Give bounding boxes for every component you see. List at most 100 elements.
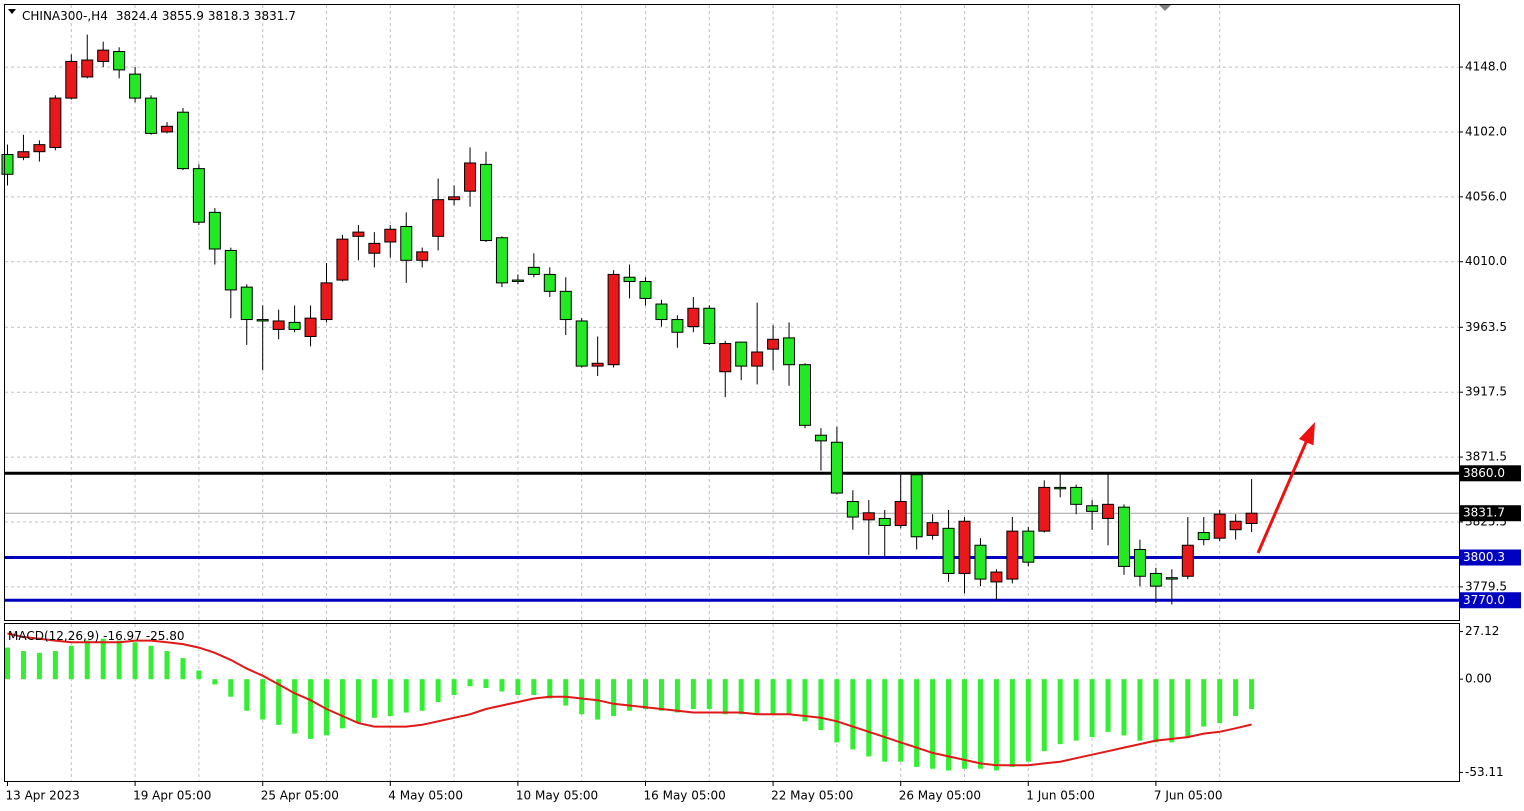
signal-value: -25.80 xyxy=(146,629,185,643)
candle-body xyxy=(1149,572,1162,587)
candle-body xyxy=(1006,530,1019,580)
macd-panel-frame xyxy=(4,623,1460,782)
candle-body xyxy=(719,343,732,373)
macd-bar xyxy=(451,679,457,695)
macd-bar xyxy=(276,679,282,725)
macd-bar xyxy=(1041,679,1047,752)
candle-body xyxy=(113,51,126,71)
macd-bar xyxy=(435,679,441,702)
y-tick-label: 4148.0 xyxy=(1465,60,1507,74)
macd-bar xyxy=(1249,679,1255,709)
macd-header: MACD(12,26,9) -16.97 -25.80 xyxy=(8,629,185,643)
candle-body xyxy=(783,337,796,366)
macd-bar xyxy=(292,679,298,734)
macd-bar xyxy=(866,679,872,757)
macd-bar xyxy=(786,679,792,715)
price-level-label: 3770.0 xyxy=(1463,593,1505,607)
macd-bar xyxy=(977,679,983,769)
menu-triangle xyxy=(8,9,16,14)
symbol-title: CHINA300-,H4 xyxy=(22,9,108,23)
macd-bar xyxy=(164,651,170,680)
macd-bar xyxy=(1025,679,1031,762)
x-tick-label: 22 May 05:00 xyxy=(771,789,853,803)
current-price-label: 3831.7 xyxy=(1463,506,1505,520)
candle-body xyxy=(336,238,349,281)
macd-bar xyxy=(196,670,202,680)
candle-body xyxy=(240,286,253,321)
candle-body xyxy=(894,501,907,526)
candle-body xyxy=(1,154,14,175)
annotation-arrow-head xyxy=(1298,422,1315,446)
candle-body xyxy=(767,338,780,350)
macd-bar xyxy=(579,679,585,715)
candle-body xyxy=(926,522,939,536)
header-open: 3824.4 xyxy=(116,9,158,23)
candle-body xyxy=(464,162,477,192)
macd-bar xyxy=(371,679,377,718)
candle-body xyxy=(527,266,540,275)
candle-body xyxy=(81,59,94,78)
candle-body xyxy=(511,279,524,282)
candle-body xyxy=(129,73,142,99)
candle-body xyxy=(97,49,110,62)
macd-bar xyxy=(1137,679,1143,741)
candle-body xyxy=(846,501,859,518)
macd-bar xyxy=(1057,679,1063,745)
candle-body xyxy=(1197,532,1210,541)
candle-body xyxy=(1102,503,1115,519)
macd-bar xyxy=(1201,679,1207,727)
macd-bar xyxy=(1073,679,1079,741)
price-level-label: 3860.0 xyxy=(1463,466,1505,480)
x-tick-label: 16 May 05:00 xyxy=(644,789,726,803)
macd-bar xyxy=(100,638,106,680)
candle-body xyxy=(33,144,46,153)
macd-bar xyxy=(116,640,122,680)
macd-bar xyxy=(5,647,10,680)
candle-body xyxy=(432,199,445,237)
x-tick-label: 13 Apr 2023 xyxy=(6,789,80,803)
macd-bar xyxy=(738,679,744,715)
candle-body xyxy=(751,351,764,367)
candle-body xyxy=(1086,505,1099,512)
macd-bar xyxy=(611,679,617,717)
candle-body xyxy=(384,228,397,243)
y-tick-label: 3917.5 xyxy=(1465,385,1507,399)
y-tick-label: 3779.5 xyxy=(1465,579,1507,593)
macd-bar xyxy=(882,679,888,762)
macd-bar xyxy=(547,679,553,699)
macd-bar xyxy=(706,679,712,710)
x-tick-label: 1 Jun 05:00 xyxy=(1026,789,1095,803)
candle-body xyxy=(910,474,923,538)
macd-bar xyxy=(244,679,250,711)
macd-bar xyxy=(1217,679,1223,724)
candle-body xyxy=(145,97,158,134)
macd-bar xyxy=(770,679,776,715)
candle-body xyxy=(671,319,684,333)
candle-body xyxy=(495,237,508,284)
macd-bar xyxy=(993,679,999,771)
candle-body xyxy=(703,307,716,345)
y-tick-label: 4056.0 xyxy=(1465,189,1507,203)
y-tick-label: 27.12 xyxy=(1465,624,1499,638)
macd-bar xyxy=(419,679,425,711)
candle-body xyxy=(192,168,205,223)
macd-bar xyxy=(1233,679,1239,717)
macd-bar xyxy=(643,679,648,710)
macd-bar xyxy=(132,642,138,680)
macd-bar xyxy=(467,679,473,687)
macd-bar xyxy=(754,679,760,715)
price-level-tag xyxy=(1460,465,1521,482)
y-tick-label: 3963.5 xyxy=(1465,320,1507,334)
macd-bar xyxy=(563,679,569,706)
candle-body xyxy=(288,321,301,330)
candle-body xyxy=(1022,530,1035,563)
macd-bar xyxy=(515,679,521,695)
macd-bar xyxy=(834,679,840,743)
candle-body xyxy=(256,319,269,322)
macd-bar xyxy=(324,679,329,736)
macd-bar xyxy=(531,679,537,695)
candle-body xyxy=(958,520,971,574)
candle-body xyxy=(65,60,78,99)
